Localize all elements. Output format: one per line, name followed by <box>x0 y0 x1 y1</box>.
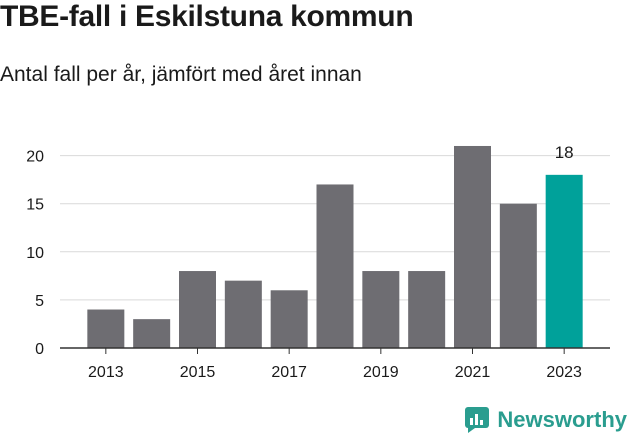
bar <box>316 184 354 348</box>
x-tick-label: 2019 <box>363 364 399 381</box>
bar <box>499 203 537 348</box>
bar <box>362 271 400 348</box>
chart-subtitle: Antal fall per år, jämfört med året inna… <box>0 63 362 86</box>
x-tick-label: 2023 <box>546 364 582 381</box>
bar <box>454 145 491 348</box>
x-tick-label: 2021 <box>455 364 491 381</box>
bar <box>224 280 262 348</box>
x-tick-label: 2017 <box>271 364 307 381</box>
brand-name: Newsworthy <box>497 407 627 432</box>
data-label: 18 <box>555 143 574 162</box>
y-tick-label: 15 <box>26 197 44 214</box>
bar <box>133 319 171 348</box>
y-tick-label: 5 <box>35 293 44 310</box>
bar <box>179 271 216 348</box>
brand-logo: Newsworthy <box>465 407 627 433</box>
y-tick-label: 20 <box>26 149 44 166</box>
y-tick-label: 10 <box>26 245 44 262</box>
bar <box>408 271 446 348</box>
x-tick-label: 2015 <box>180 364 216 381</box>
bar <box>270 290 308 348</box>
bar <box>87 309 125 348</box>
y-tick-label: 0 <box>35 341 44 358</box>
bar-highlight <box>545 174 583 348</box>
x-tick-label: 2013 <box>88 364 124 381</box>
newsworthy-logo-icon <box>465 407 490 433</box>
chart-title: TBE-fall i Eskilstuna kommun <box>0 0 414 33</box>
